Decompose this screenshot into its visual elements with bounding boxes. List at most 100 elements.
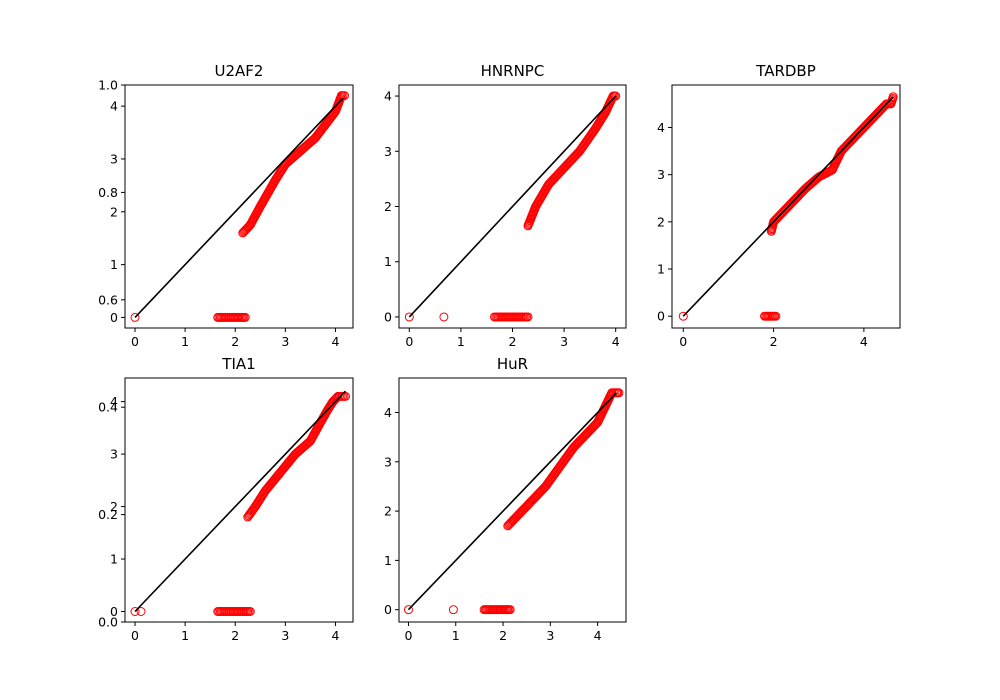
x-tick-label: 0: [404, 628, 412, 643]
data-point: [448, 605, 458, 615]
reference-line: [134, 390, 347, 613]
x-tick-label: 2: [770, 334, 778, 349]
y-tick-label: 2: [657, 214, 665, 229]
data-point: [783, 202, 793, 212]
panel-hur: HuR 0 1 2 3 4 0 1 2 3 4: [384, 355, 627, 643]
y-tick-label: 4: [110, 394, 118, 409]
panel-title: HuR: [497, 355, 528, 373]
data-point: [508, 515, 518, 525]
x-tick-label: 2: [231, 334, 239, 349]
data-point: [301, 440, 311, 450]
data-marks: [678, 92, 898, 321]
data-point: [306, 137, 316, 147]
data-point: [855, 127, 865, 137]
data-point: [589, 421, 599, 431]
data-point: [888, 93, 898, 103]
data-point: [774, 212, 784, 222]
y-tick-label: 1: [110, 552, 118, 567]
data-point: [245, 607, 255, 617]
data-point: [869, 112, 879, 122]
background-axes: 0.0 0.2 0.4 0.6 0.8 1.0: [98, 78, 125, 630]
x-tick-label: 3: [281, 628, 289, 643]
data-marks: [404, 91, 621, 322]
y-tick-label: 0: [657, 309, 665, 324]
data-point: [537, 485, 547, 495]
data-point: [403, 605, 413, 615]
x-tick-label: 1: [452, 628, 460, 643]
axes-frame: [671, 84, 901, 329]
data-point: [278, 163, 288, 173]
data-point: [523, 500, 533, 510]
x-tick-label: 3: [560, 334, 568, 349]
y-tick-label: 1: [384, 254, 392, 269]
x-tick-label: 4: [860, 334, 868, 349]
data-point: [678, 311, 688, 321]
y-tick-label: 1: [384, 553, 392, 568]
data-marks: [403, 388, 624, 615]
data-point: [439, 312, 449, 322]
y-tick-label: 3: [384, 454, 392, 469]
y-tick-label: 2: [384, 199, 392, 214]
y-tick-label: 3: [657, 167, 665, 182]
x-tick-label: 1: [457, 334, 465, 349]
data-marks: [130, 390, 350, 617]
y-tick-label: 3: [384, 144, 392, 159]
x-tick-label: 3: [546, 628, 554, 643]
data-point: [272, 472, 282, 482]
y-tick-label: 2: [384, 504, 392, 519]
x-tick-label: 0: [131, 334, 139, 349]
data-point: [404, 312, 414, 322]
data-point: [609, 91, 619, 101]
reference-line: [134, 97, 344, 318]
axes-frame: [124, 377, 354, 623]
panel-tia1: TIA1 0 1 2 3 4 0 1 2 3 4: [110, 355, 354, 643]
x-tick-label: 4: [331, 628, 339, 643]
data-point: [136, 607, 146, 617]
data-point: [505, 605, 515, 615]
y-tick-label: 2: [110, 204, 118, 219]
data-point: [242, 224, 252, 234]
panel-tardbp: TARDBP 0 2 4 0 1 2 3 4: [657, 62, 901, 349]
data-point: [287, 453, 297, 463]
x-tick-label: 2: [509, 334, 517, 349]
background-y-tick-label: 1.0: [98, 78, 118, 93]
panel-u2af2: U2AF2 0 1 2 3 4 0 1 2 3 4: [110, 62, 354, 349]
x-tick-label: 2: [231, 628, 239, 643]
x-tick-label: 4: [331, 334, 339, 349]
y-tick-label: 3: [110, 447, 118, 462]
data-point: [771, 311, 781, 321]
data-point: [555, 167, 565, 177]
panel-title: U2AF2: [215, 62, 264, 80]
data-point: [579, 431, 589, 441]
y-tick-label: 0: [384, 602, 392, 617]
data-point: [846, 136, 856, 146]
data-point: [130, 312, 140, 322]
data-point: [130, 607, 140, 617]
y-tick-label: 1: [110, 257, 118, 272]
reference-line: [407, 392, 618, 611]
axes-frame: [124, 84, 354, 329]
x-tick-label: 4: [612, 334, 620, 349]
x-tick-label: 4: [594, 628, 602, 643]
data-point: [338, 91, 348, 101]
y-tick-label: 0: [384, 309, 392, 324]
data-marks: [130, 91, 349, 322]
x-tick-label: 3: [281, 334, 289, 349]
x-tick-label: 0: [679, 334, 687, 349]
background-y-tick-label: 0.2: [98, 507, 118, 522]
x-tick-label: 1: [181, 334, 189, 349]
data-point: [571, 150, 581, 160]
data-point: [291, 150, 301, 160]
y-tick-label: 0: [110, 310, 118, 325]
data-point: [240, 312, 250, 322]
y-tick-label: 4: [384, 405, 392, 420]
x-tick-label: 0: [405, 334, 413, 349]
y-tick-label: 2: [110, 499, 118, 514]
y-tick-label: 1: [657, 262, 665, 277]
y-tick-label: 3: [110, 151, 118, 166]
background-y-tick-label: 0.4: [98, 400, 118, 415]
reference-line: [408, 95, 617, 318]
data-point: [610, 388, 620, 398]
axes-frame: [398, 377, 627, 623]
